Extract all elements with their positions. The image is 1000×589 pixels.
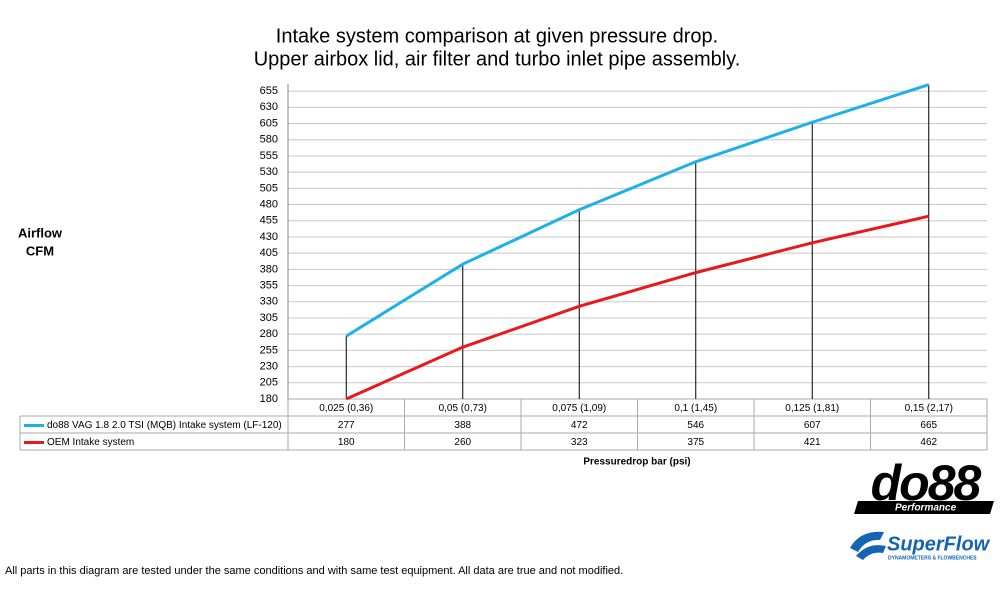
table-value: 180 xyxy=(338,437,355,448)
y-axis-label: Airflow xyxy=(18,225,63,240)
superflow-logo: SuperFlow DYNAMOMETERS & FLOWBENCHES xyxy=(850,531,991,561)
y-tick-label: 180 xyxy=(260,393,278,405)
x-tick-label: 0,025 (0,36) xyxy=(319,403,373,414)
chart-title: Intake system comparison at given pressu… xyxy=(276,25,718,47)
series-line xyxy=(345,214,930,401)
y-tick-label: 305 xyxy=(260,312,278,324)
series-line xyxy=(345,83,930,338)
table-value: 607 xyxy=(804,420,821,431)
y-tick-label: 405 xyxy=(260,247,278,259)
table-value: 462 xyxy=(920,437,937,448)
table-value: 665 xyxy=(920,420,937,431)
y-tick-label: 230 xyxy=(260,360,278,372)
y-tick-label: 630 xyxy=(260,101,278,113)
y-tick-label: 430 xyxy=(260,231,278,243)
y-tick-label: 455 xyxy=(260,215,278,227)
table-value: 421 xyxy=(804,437,821,448)
chart-subtitle: Upper airbox lid, air filter and turbo i… xyxy=(254,48,741,70)
table-value: 375 xyxy=(687,437,704,448)
legend-label: do88 VAG 1.8 2.0 TSI (MQB) Intake system… xyxy=(47,420,282,431)
table-value: 277 xyxy=(338,420,355,431)
logo-subtext: DYNAMOMETERS & FLOWBENCHES xyxy=(888,555,977,561)
x-axis-label: Pressuredrop bar (psi) xyxy=(583,457,690,468)
x-tick-label: 0,125 (1,81) xyxy=(785,403,839,414)
legend-label: OEM Intake system xyxy=(47,437,134,448)
logo-icon xyxy=(850,531,886,560)
table-value: 546 xyxy=(687,420,704,431)
logo-text: SuperFlow xyxy=(887,533,991,555)
logo-bar xyxy=(854,501,994,514)
logo-subtext: Performance xyxy=(895,503,957,514)
y-tick-label: 530 xyxy=(260,166,278,178)
table-value: 260 xyxy=(454,437,471,448)
y-tick-label: 505 xyxy=(260,182,278,194)
x-tick-label: 0,1 (1,45) xyxy=(674,403,717,414)
y-tick-label: 355 xyxy=(260,279,278,291)
y-tick-label: 255 xyxy=(260,344,278,356)
footnote: All parts in this diagram are tested und… xyxy=(5,565,623,577)
y-tick-label: 480 xyxy=(260,198,278,210)
do88-logo: do88 Performance xyxy=(854,455,994,514)
table-value: 472 xyxy=(571,420,588,431)
table-value: 388 xyxy=(454,420,471,431)
y-tick-label: 280 xyxy=(260,328,278,340)
y-tick-label: 605 xyxy=(260,117,278,129)
y-tick-label: 655 xyxy=(260,85,278,97)
x-tick-label: 0,15 (2,17) xyxy=(905,403,953,414)
y-tick-label: 555 xyxy=(260,150,278,162)
table-value: 323 xyxy=(571,437,588,448)
y-tick-label: 380 xyxy=(260,263,278,275)
y-tick-label: 580 xyxy=(260,134,278,146)
y-tick-label: 205 xyxy=(260,377,278,389)
x-tick-label: 0,075 (1,09) xyxy=(552,403,606,414)
x-tick-label: 0,05 (0,73) xyxy=(439,403,487,414)
y-axis-label: CFM xyxy=(26,243,54,258)
y-tick-label: 330 xyxy=(260,296,278,308)
